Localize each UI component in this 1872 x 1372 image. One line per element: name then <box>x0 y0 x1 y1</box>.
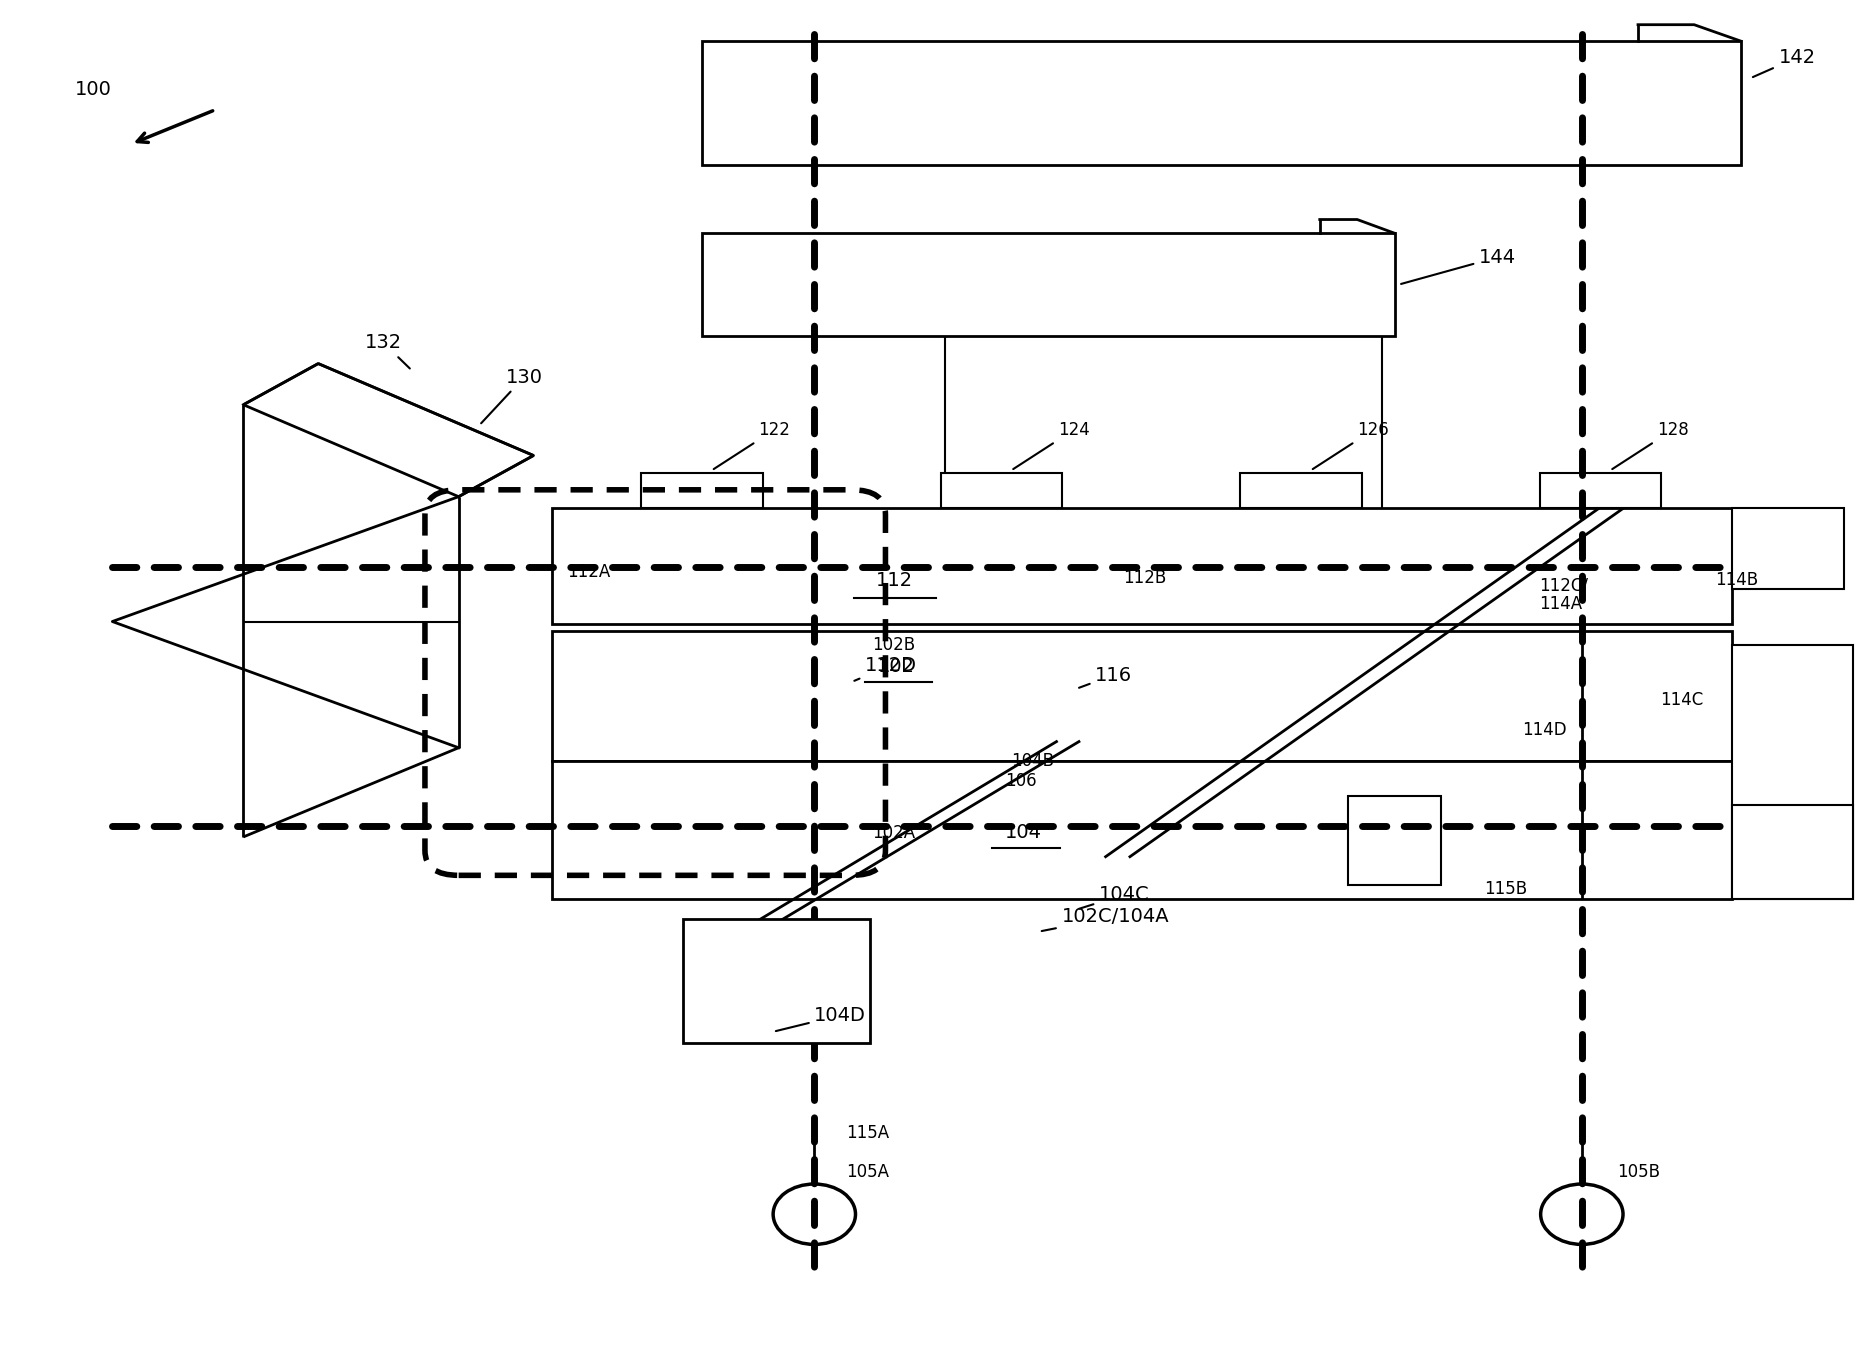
Text: 105B: 105B <box>1617 1162 1660 1181</box>
Text: 132: 132 <box>365 333 410 369</box>
Bar <box>552 631 1732 761</box>
Bar <box>1732 805 1853 899</box>
Text: 128: 128 <box>1612 421 1689 469</box>
Text: 114A: 114A <box>1539 594 1582 613</box>
Text: 105A: 105A <box>846 1162 889 1181</box>
Text: 104C: 104C <box>1078 885 1149 908</box>
Text: 112B: 112B <box>1123 568 1166 587</box>
Bar <box>552 761 1732 899</box>
Text: 104B: 104B <box>1011 752 1054 771</box>
Bar <box>642 473 764 508</box>
Text: 102C/104A: 102C/104A <box>1041 907 1168 932</box>
Text: 102B: 102B <box>872 635 915 654</box>
Bar <box>1348 796 1441 885</box>
Bar <box>1541 473 1662 508</box>
Text: 126: 126 <box>1312 421 1389 469</box>
Bar <box>683 919 870 1043</box>
Bar <box>1241 473 1363 508</box>
Text: 114B: 114B <box>1715 571 1758 590</box>
Bar <box>552 508 1732 624</box>
Text: 106: 106 <box>1005 771 1037 790</box>
Text: 100: 100 <box>75 80 112 99</box>
Text: 144: 144 <box>1400 248 1516 284</box>
Bar <box>1732 508 1844 590</box>
Text: 115A: 115A <box>846 1124 889 1143</box>
Text: 102A: 102A <box>872 823 915 842</box>
Text: 130: 130 <box>481 368 543 424</box>
Text: 114D: 114D <box>1522 720 1567 740</box>
Text: 112A: 112A <box>567 563 610 582</box>
Text: 122: 122 <box>713 421 790 469</box>
Bar <box>702 233 1395 336</box>
Bar <box>702 41 1741 165</box>
Text: 102: 102 <box>878 657 915 676</box>
Text: 112C/: 112C/ <box>1539 576 1587 595</box>
Text: 115B: 115B <box>1484 879 1528 899</box>
Text: 112D: 112D <box>854 656 917 681</box>
Text: 142: 142 <box>1752 48 1816 77</box>
Text: 104: 104 <box>1005 823 1043 842</box>
Text: 124: 124 <box>1013 421 1090 469</box>
Bar <box>942 473 1063 508</box>
Text: 116: 116 <box>1078 665 1133 687</box>
Bar <box>1732 645 1853 899</box>
Text: 104D: 104D <box>775 1006 867 1032</box>
Text: 112: 112 <box>876 571 914 590</box>
Text: 114C: 114C <box>1660 690 1704 709</box>
